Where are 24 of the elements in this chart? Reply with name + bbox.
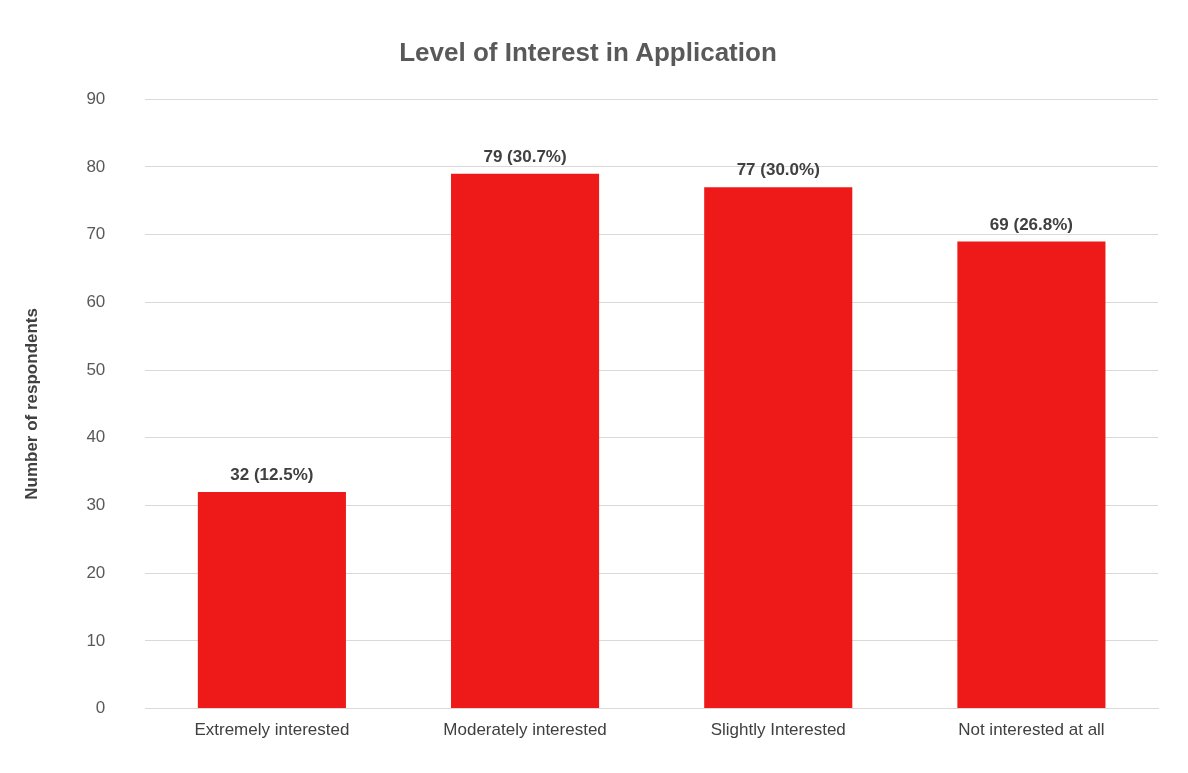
data-label: 32 (12.5%) (230, 465, 314, 485)
y-tick-label: 30 (86, 495, 106, 515)
bar (451, 173, 600, 709)
x-tick-label: Slightly Interested (710, 720, 846, 740)
y-axis-title: Number of respondents (21, 308, 41, 500)
bar (704, 187, 853, 709)
data-label: 77 (30.0%) (736, 160, 820, 180)
y-tick-label: 20 (86, 562, 106, 582)
y-tick-label: 60 (86, 292, 106, 312)
x-tick-label: Extremely interested (194, 720, 350, 740)
bar (957, 241, 1106, 709)
y-tick-label: 0 (95, 698, 106, 718)
x-tick-label: Not interested at all (958, 720, 1105, 740)
y-tick-label: 90 (86, 88, 106, 108)
bar (197, 491, 346, 709)
y-tick-label: 40 (86, 427, 106, 447)
y-tick-label: 80 (86, 156, 106, 176)
y-tick-label: 50 (86, 359, 106, 379)
x-tick-label: Moderately interested (443, 720, 607, 740)
data-label: 79 (30.7%) (483, 146, 567, 166)
data-label: 69 (26.8%) (989, 214, 1073, 234)
chart-title: Level of Interest in Application (399, 36, 777, 67)
y-tick-label: 70 (86, 224, 106, 244)
y-tick-label: 10 (86, 630, 106, 650)
